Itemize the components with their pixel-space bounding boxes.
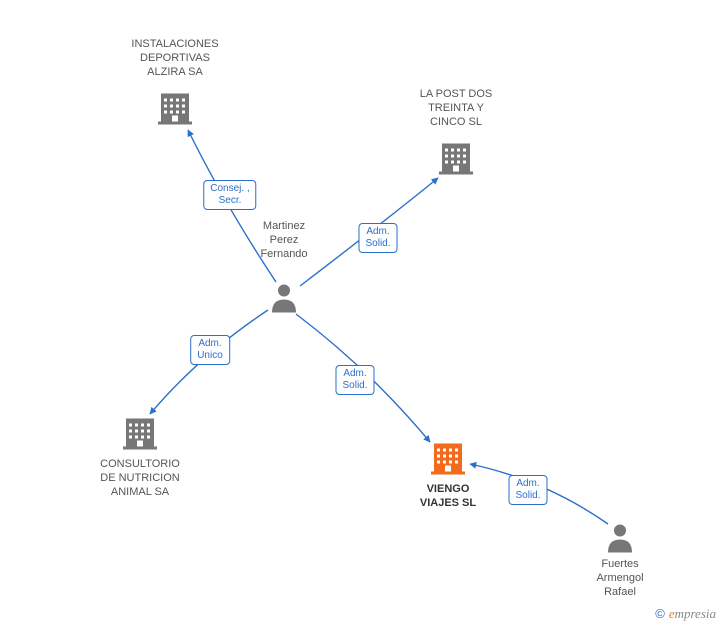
edge-label-adm-solid: Adm. Solid. xyxy=(508,475,547,505)
edge-label-adm-solid: Adm. Solid. xyxy=(335,365,374,395)
watermark-text: mpresia xyxy=(675,606,716,621)
diagram-canvas: Martinez Perez Fernando INSTALACIONES DE… xyxy=(0,0,728,630)
node-label-fuertes: Fuertes Armengol Rafael xyxy=(596,558,643,599)
node-label-instalaciones: INSTALACIONES DEPORTIVAS ALZIRA SA xyxy=(131,38,218,79)
person-icon xyxy=(270,283,298,318)
node-label-martinez: Martinez Perez Fernando xyxy=(260,220,307,261)
node-label-consultorio: CONSULTORIO DE NUTRICION ANIMAL SA xyxy=(100,458,180,499)
person-icon xyxy=(606,523,634,558)
building-icon xyxy=(431,441,465,480)
node-label-viengo: VIENGO VIAJES SL xyxy=(420,483,476,511)
edge-label-adm-solid: Adm. Solid. xyxy=(358,223,397,253)
building-icon xyxy=(439,141,473,180)
watermark: ©empresia xyxy=(655,606,716,622)
node-label-lapost: LA POST DOS TREINTA Y CINCO SL xyxy=(420,88,493,129)
edge-label-adm-unico: Adm. Unico xyxy=(190,335,230,365)
copyright-symbol: © xyxy=(655,606,665,621)
building-icon xyxy=(123,416,157,455)
edge-label-consej-secr: Consej. , Secr. xyxy=(203,180,256,210)
building-icon xyxy=(158,91,192,130)
